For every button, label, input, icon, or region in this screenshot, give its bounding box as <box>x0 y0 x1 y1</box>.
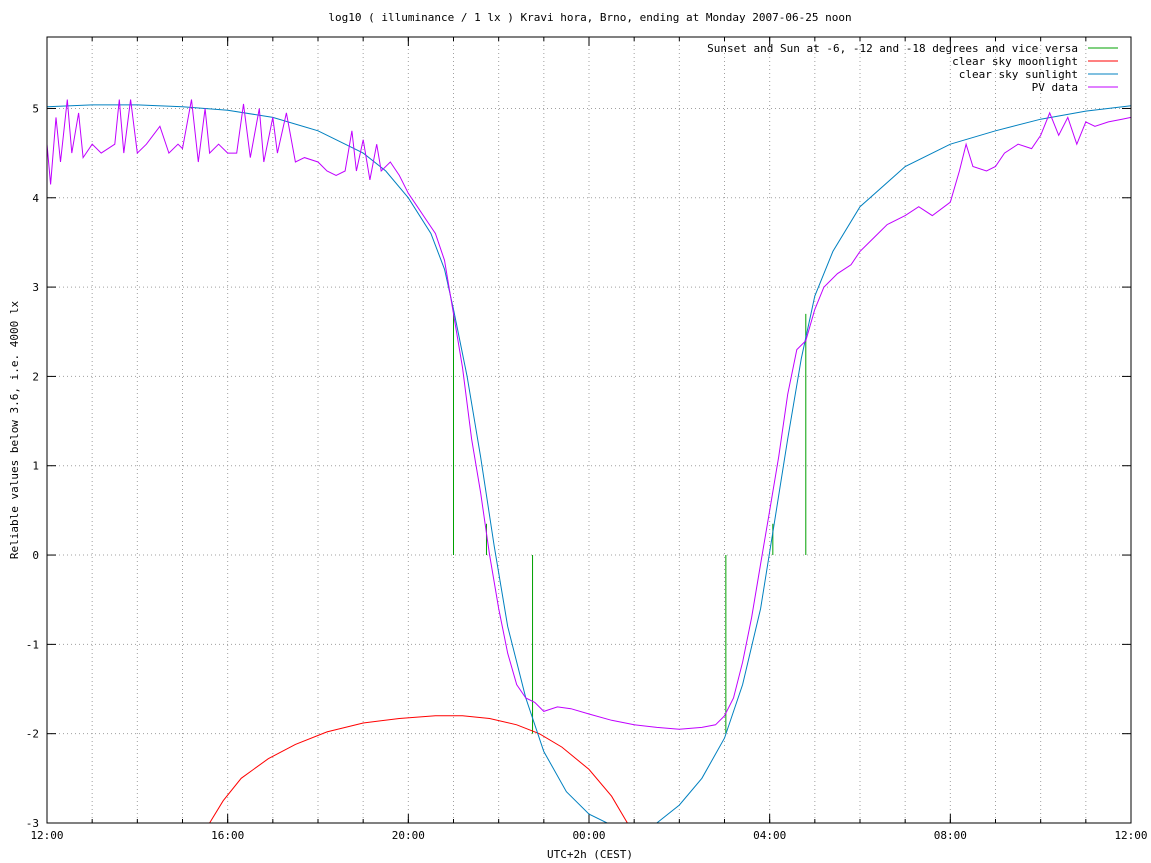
tick-labels: 12:00 16:00 20:00 00:00 04:00 08:00 12:00-3-2-… <box>26 102 1148 842</box>
series-clear-sky-sunlight <box>46 104 1132 824</box>
y-tick-label: 4 <box>32 192 39 205</box>
legend: Sunset and Sun at -6, -12 and -18 degree… <box>707 42 1118 94</box>
y-tick-label: 5 <box>32 102 39 115</box>
x-tick-label: 16:00 <box>211 829 244 842</box>
y-tick-label: -1 <box>26 638 39 651</box>
legend-label: PV data <box>1032 81 1078 94</box>
legend-label: clear sky moonlight <box>952 55 1078 68</box>
y-tick-label: -2 <box>26 728 39 741</box>
series-line <box>46 99 1132 730</box>
series-line <box>46 104 1132 824</box>
y-tick-label: 2 <box>32 370 39 383</box>
x-tick-label: 12:00 <box>30 829 63 842</box>
legend-label: Sunset and Sun at -6, -12 and -18 degree… <box>707 42 1078 55</box>
y-tick-label: 0 <box>32 549 39 562</box>
series-layer <box>46 99 1132 824</box>
x-tick-label: 00:00 <box>572 829 605 842</box>
x-tick-label: 20:00 <box>392 829 425 842</box>
plot-frame <box>46 36 1132 824</box>
y-tick-label: 3 <box>32 281 39 294</box>
legend-label: clear sky sunlight <box>959 68 1078 81</box>
series-line <box>209 715 628 824</box>
y-tick-label: -3 <box>26 817 39 830</box>
series-clear-sky-moonlight <box>209 715 628 824</box>
series-sunset-and-sun-at-6-12-and-18-degrees-and-vice-versa <box>453 313 807 734</box>
series-pv-data <box>46 99 1132 730</box>
x-tick-label: 12:00 <box>1114 829 1147 842</box>
x-axis-label: UTC+2h (CEST) <box>547 848 633 861</box>
x-tick-label: 08:00 <box>934 829 967 842</box>
y-tick-label: 1 <box>32 460 39 473</box>
chart-title: log10 ( illuminance / 1 lx ) Kravi hora,… <box>328 11 851 24</box>
grid <box>47 37 1131 823</box>
x-tick-label: 04:00 <box>753 829 786 842</box>
y-axis-label: Reliable values below 3.6, i.e. 4000 lx <box>8 300 21 559</box>
